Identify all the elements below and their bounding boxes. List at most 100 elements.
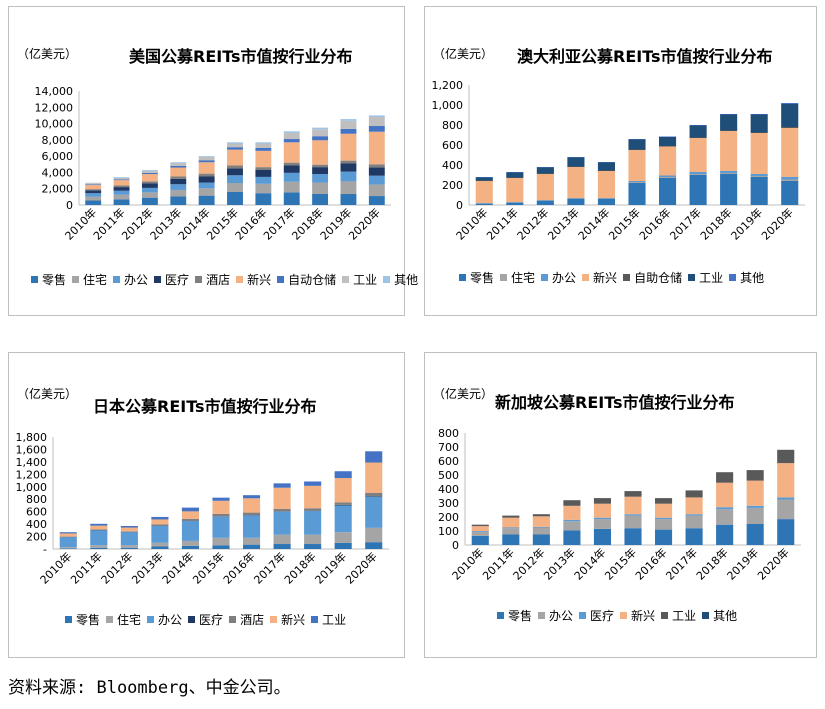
bar-segment: [120, 547, 138, 549]
legend-item: 新兴: [236, 271, 271, 288]
legend-item: 办公: [541, 269, 576, 286]
legend-label: 自助仓储: [634, 271, 683, 285]
bar-segment: [227, 168, 243, 176]
legend-item: 医疗: [154, 271, 189, 288]
legend-item: 新兴: [620, 607, 655, 624]
bar-segment: [567, 157, 585, 158]
bar-segment: [750, 132, 768, 133]
bar-segment: [273, 534, 291, 545]
bar-segment: [506, 178, 524, 202]
bar-segment: [597, 198, 616, 199]
bar-segment: [141, 172, 158, 175]
bar-segment: [334, 502, 352, 505]
bar-segment: [567, 198, 585, 199]
bar-segment: [170, 162, 187, 164]
bar-segment: [304, 544, 322, 549]
bar-segment: [312, 127, 329, 130]
chart-title: 美国公募REITs市值按行业分布: [129, 47, 353, 66]
source-note: 资料来源: Bloomberg、中金公司。: [8, 678, 291, 698]
legend-swatch: [311, 616, 319, 623]
x-tick-label: 2011年: [67, 549, 104, 586]
bar-segment: [283, 162, 300, 166]
chart-legend: 零售 住宅 办公 医疗 酒店 新兴 自动仓储 工业 其他: [31, 271, 424, 288]
bar-segment: [90, 523, 108, 526]
bar-segment: [273, 511, 291, 535]
chart-legend: 零售 住宅 办公 新兴 自助仓储 工业 其他: [459, 269, 770, 286]
bar-segment: [227, 183, 243, 192]
x-tick-label: 2020年: [758, 205, 795, 242]
bar-segment: [312, 167, 329, 175]
bar-segment: [227, 165, 243, 169]
bar-segment: [181, 518, 200, 521]
y-tick-label: 1,200: [16, 468, 48, 481]
bar-segment: [340, 171, 357, 182]
bar-segment: [368, 175, 385, 185]
bar-segment: [685, 528, 703, 545]
bar-segment: [475, 203, 493, 204]
bar-segment: [181, 545, 200, 549]
bar-segment: [85, 200, 102, 205]
bar-segment: [273, 544, 291, 549]
bar-segment: [597, 198, 616, 199]
bar-segment: [532, 527, 550, 535]
bar-segment: [304, 511, 322, 535]
legend-label: 零售: [470, 271, 495, 285]
y-tick-label: 1,000: [16, 481, 48, 494]
bar-segment: [340, 181, 357, 195]
bar-segment: [536, 200, 554, 201]
bar-segment: [536, 200, 554, 201]
unit-label: （亿美元）: [433, 387, 494, 401]
legend-item: 酒店: [195, 271, 230, 288]
bar-segment: [170, 196, 187, 205]
legend-swatch: [582, 274, 590, 281]
bar-segment: [654, 519, 673, 530]
legend-swatch: [65, 616, 72, 623]
bar-segment: [475, 177, 493, 181]
legend-label: 医疗: [199, 613, 224, 627]
legend-swatch: [383, 276, 391, 283]
bar-segment: [170, 163, 187, 166]
bar-segment: [334, 478, 352, 503]
bar-segment: [716, 524, 734, 545]
legend-label: 医疗: [590, 609, 615, 623]
bar-segment: [141, 169, 158, 171]
y-tick-label: 10,000: [35, 118, 74, 131]
legend-swatch: [106, 616, 114, 623]
x-tick-label: 2013年: [129, 549, 166, 586]
bar-segment: [85, 185, 102, 190]
bar-segment: [750, 176, 768, 177]
bar-segment: [781, 103, 799, 104]
bar-segment: [563, 521, 581, 531]
bar-segment: [120, 525, 138, 528]
bar-segment: [227, 143, 243, 148]
legend-item: 其他: [702, 607, 737, 624]
bar-segment: [198, 156, 215, 157]
bar-segment: [593, 528, 612, 545]
x-tick-label: 2020年: [345, 205, 382, 242]
bar-segment: [368, 164, 385, 168]
x-tick-label: 2014年: [575, 205, 612, 242]
bar-segment: [255, 169, 272, 177]
y-tick-label: 400: [442, 159, 463, 172]
legend-item: 零售: [497, 607, 532, 624]
bar-segment: [212, 497, 230, 501]
bar-segment: [141, 170, 158, 173]
bar-segment: [658, 178, 677, 205]
bar-segment: [212, 513, 230, 517]
bar-segment: [212, 516, 230, 538]
legend-label: 新兴: [247, 273, 272, 287]
y-tick-label: 1,400: [16, 456, 48, 469]
bar-segment: [85, 193, 102, 197]
x-tick-label: 2019年: [724, 545, 761, 582]
bar-segment: [475, 203, 493, 204]
bar-segment: [334, 504, 352, 506]
bar-segment: [181, 507, 200, 512]
bar-segment: [242, 537, 261, 545]
legend-item: 住宅: [106, 611, 141, 628]
x-tick-label: 2016年: [220, 549, 257, 586]
bar-segment: [658, 175, 677, 177]
bar-segment: [90, 530, 108, 546]
bar-segment: [283, 192, 300, 205]
bar-segment: [255, 150, 272, 168]
bar-segment: [151, 542, 169, 547]
